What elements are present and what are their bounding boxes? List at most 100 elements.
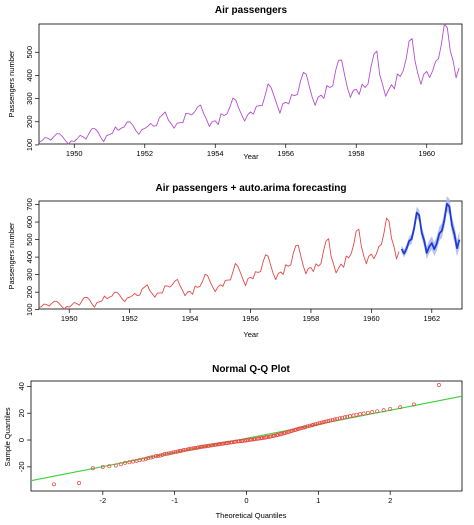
qq-point	[166, 451, 171, 456]
x-tick-label: 1956	[242, 314, 259, 323]
qq-point	[437, 383, 441, 387]
x-tick-label: 1960	[418, 149, 435, 158]
y-axis-label: Passengers number	[7, 222, 16, 290]
qq-point	[297, 426, 302, 431]
qq-point	[235, 439, 240, 444]
qq-point	[200, 444, 204, 449]
qq-point	[210, 443, 215, 448]
qq-point	[203, 444, 208, 449]
qq-point	[118, 462, 123, 467]
qq-point	[205, 443, 210, 448]
qq-point	[272, 433, 277, 438]
qq-point	[164, 451, 169, 456]
qq-point	[107, 464, 112, 469]
x-tick-label: 0	[244, 496, 248, 505]
qq-point	[365, 410, 370, 415]
qq-point	[315, 421, 320, 426]
x-axis: 1950 1952 1954 1956 1958 1960	[66, 144, 435, 158]
x-axis-label: Year	[243, 330, 259, 339]
x-tick-label: 1958	[303, 314, 320, 323]
x-tick-label: 1950	[66, 149, 83, 158]
qq-point	[279, 431, 284, 436]
qq-point	[214, 442, 219, 447]
qq-point	[347, 414, 352, 419]
qq-point	[228, 440, 233, 445]
x-tick-label: 1956	[277, 149, 294, 158]
qq-point	[276, 432, 281, 437]
qq-point	[265, 435, 270, 440]
qq-point	[283, 430, 288, 435]
qq-point	[303, 424, 308, 429]
x-tick-label: 1952	[121, 314, 138, 323]
qq-point	[143, 456, 148, 461]
qq-point	[179, 448, 184, 453]
qq-point	[52, 482, 56, 487]
qq-point	[332, 417, 337, 422]
qq-point	[388, 406, 393, 411]
qq-point	[358, 412, 362, 417]
qq-point	[361, 411, 366, 416]
qq-point	[192, 446, 197, 451]
y-tick-label: 40	[17, 382, 26, 390]
y-tick-label: 400	[25, 251, 34, 264]
qq-point	[370, 410, 375, 415]
chart-title: Normal Q-Q Plot	[212, 364, 290, 375]
plot-frame	[30, 380, 463, 492]
qq-point	[189, 446, 194, 451]
plot-frame	[38, 200, 463, 310]
qq-point	[237, 439, 242, 444]
y-tick-label: -20	[17, 461, 26, 472]
qq-point	[207, 443, 212, 448]
x-tick-label: 2	[388, 496, 392, 505]
qq-point	[137, 458, 142, 463]
qq-point	[245, 438, 250, 442]
air-passengers-panel: Air passengers 1950 1952 1954 1956 1958 1960 …	[7, 5, 463, 161]
qq-point	[330, 417, 335, 422]
qq-point	[221, 441, 226, 446]
y-axis: 100 200 300 400 500	[25, 46, 39, 151]
x-tick-label: 1952	[136, 149, 153, 158]
y-tick-label: 500	[25, 233, 34, 246]
x-tick-label: 1960	[363, 314, 380, 323]
qq-point	[113, 463, 118, 468]
y-axis: -20 0 20 40	[17, 382, 31, 472]
qq-point	[328, 418, 333, 423]
y-axis: 100 200 300 400 500 600 700	[25, 198, 39, 316]
qq-point	[256, 436, 261, 441]
forecast-line	[400, 202, 461, 255]
qq-point	[294, 427, 299, 432]
qq-point	[175, 449, 180, 454]
y-tick-label: 100	[25, 303, 34, 316]
qq-point	[290, 428, 295, 433]
qq-point	[177, 449, 182, 453]
qq-point	[217, 442, 222, 446]
qq-point	[77, 481, 82, 485]
y-tick-label: 100	[25, 139, 34, 152]
qq-point	[158, 453, 163, 458]
qq-point	[337, 416, 342, 421]
x-tick-label: 1954	[207, 149, 224, 158]
qq-point	[354, 412, 359, 417]
series-line	[38, 23, 460, 145]
qq-point	[313, 422, 318, 427]
qq-point	[123, 460, 128, 465]
qq-point	[127, 460, 132, 465]
y-tick-label: 500	[25, 46, 34, 59]
y-tick-label: 200	[25, 116, 34, 129]
qq-point	[196, 445, 201, 450]
qq-point	[181, 448, 186, 453]
y-tick-label: 400	[25, 69, 34, 82]
y-tick-label: 300	[25, 268, 34, 281]
y-tick-label: 20	[17, 409, 26, 417]
chart-title: Air passengers	[215, 5, 288, 16]
qq-point	[187, 447, 191, 452]
qq-point	[286, 429, 291, 434]
qq-point	[131, 459, 135, 464]
qq-point	[240, 438, 245, 443]
qq-point	[253, 437, 258, 442]
y-axis-label: Passengers number	[7, 50, 16, 118]
qq-point	[183, 447, 188, 452]
qq-point	[342, 415, 347, 420]
qq-point	[260, 436, 265, 440]
